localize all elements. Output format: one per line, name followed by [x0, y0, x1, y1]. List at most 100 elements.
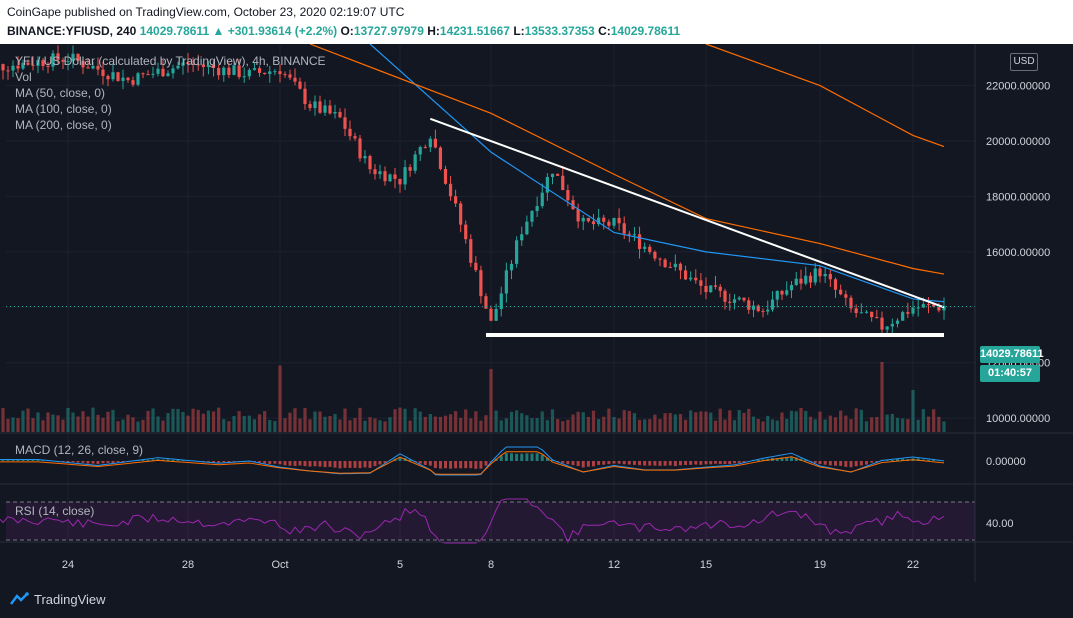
- volume-bar: [46, 412, 50, 432]
- legend-vol[interactable]: Vol: [15, 70, 32, 84]
- volume-bar: [747, 408, 751, 432]
- candle: [41, 60, 45, 66]
- volume-bar: [839, 410, 843, 432]
- macd-histogram-bar: [76, 461, 80, 463]
- volume-bar: [313, 411, 317, 432]
- symbol: BINANCE:YFIUSD, 240: [7, 24, 137, 38]
- price-tick-label: 20000.00000: [986, 136, 1050, 148]
- candle: [643, 246, 647, 249]
- candle: [283, 74, 287, 76]
- volume-bar: [151, 408, 155, 432]
- volume-bar: [718, 408, 722, 432]
- volume-bar: [864, 421, 869, 432]
- macd-histogram-bar: [368, 461, 372, 468]
- candle: [658, 258, 662, 260]
- macd-histogram-bar: [398, 456, 402, 461]
- candle: [742, 297, 746, 301]
- volume-bar: [383, 421, 387, 432]
- macd-histogram-bar: [308, 461, 312, 467]
- macd-histogram-bar: [586, 461, 590, 467]
- macd-histogram-bar: [638, 461, 642, 466]
- volume-bar: [653, 414, 657, 432]
- legend-macd[interactable]: MACD (12, 26, close, 9): [15, 443, 144, 457]
- volume-bar: [694, 412, 698, 432]
- candle: [622, 223, 626, 234]
- volume-bar: [116, 421, 120, 432]
- volume-bar: [111, 409, 115, 432]
- candle: [454, 196, 458, 204]
- chart-canvas[interactable]: 22000.00000 20000.00000 18000.00000 16000.0…: [0, 44, 1073, 582]
- macd-histogram-bar: [684, 461, 688, 465]
- macd-histogram-bar: [658, 461, 662, 466]
- candle: [242, 76, 246, 78]
- candle: [849, 297, 853, 309]
- candle: [828, 273, 832, 280]
- candle: [789, 284, 794, 291]
- volume-bar: [6, 418, 10, 432]
- published-line: CoinGape published on TradingView.com, O…: [7, 5, 405, 19]
- time-tick-label: 15: [700, 559, 712, 571]
- countdown-tag: 01:40:57: [980, 365, 1040, 382]
- volume-bar: [648, 419, 652, 432]
- candle: [911, 307, 915, 314]
- macd-histogram-bar: [373, 461, 377, 467]
- macd-histogram-bar: [288, 461, 292, 466]
- volume-bar: [363, 420, 367, 432]
- candle: [318, 101, 322, 113]
- volume-bar: [499, 420, 503, 432]
- legend-ma100[interactable]: MA (100, close, 0): [15, 102, 112, 116]
- macd-histogram-bar: [790, 456, 793, 461]
- volume-bar: [428, 414, 432, 432]
- volume-bar: [704, 411, 708, 432]
- macd-histogram-bar: [96, 461, 100, 465]
- volume-bar: [26, 408, 30, 432]
- macd-histogram-bar: [338, 461, 342, 469]
- volume-bar: [535, 418, 539, 432]
- macd-histogram-bar: [566, 461, 570, 465]
- macd-histogram-bar: [617, 461, 621, 464]
- macd-histogram-bar: [438, 461, 442, 469]
- volume-bar: [799, 407, 803, 432]
- legend-rsi[interactable]: RSI (14, close): [15, 504, 95, 518]
- legend-ma50[interactable]: MA (50, close, 0): [15, 86, 106, 100]
- candle: [823, 273, 827, 277]
- macd-histogram-bar: [663, 461, 667, 466]
- volume-bar: [86, 416, 90, 432]
- macd-histogram-bar: [785, 456, 789, 461]
- volume-bar: [176, 408, 180, 432]
- volume-bar: [293, 408, 297, 432]
- volume-bar: [823, 419, 827, 432]
- macd-histogram-bar: [916, 458, 920, 461]
- volume-bar: [378, 420, 382, 432]
- macd-histogram-bar: [106, 461, 110, 463]
- candle: [653, 251, 657, 259]
- time-tick-label: 19: [814, 559, 826, 571]
- volume-bar: [278, 365, 282, 432]
- volume-bar: [683, 419, 688, 432]
- currency-badge[interactable]: USD: [1010, 53, 1038, 71]
- candle: [418, 147, 422, 155]
- volume-bar: [520, 413, 524, 432]
- candle: [607, 221, 611, 226]
- candle: [121, 77, 125, 81]
- macd-histogram-bar: [171, 459, 175, 461]
- volume-bar: [338, 419, 342, 432]
- volume-bar: [433, 416, 437, 432]
- volume-bar: [373, 418, 377, 432]
- macd-histogram-bar: [794, 457, 798, 461]
- candle: [785, 290, 789, 295]
- macd-histogram-bar: [709, 461, 713, 465]
- candle: [201, 64, 205, 67]
- macd-histogram-bar: [828, 461, 832, 466]
- legend-ma200[interactable]: MA (200, close, 0): [15, 118, 112, 132]
- volume-bar: [591, 410, 596, 432]
- candle: [308, 104, 312, 109]
- candle: [704, 285, 708, 293]
- macd-histogram-bar: [464, 461, 468, 469]
- legend-title[interactable]: YFI / US Dollar (calculated by TradingVi…: [15, 54, 326, 68]
- candle: [106, 75, 110, 80]
- macd-histogram-bar: [648, 461, 652, 466]
- candle: [111, 72, 115, 80]
- high-label: H:: [427, 24, 440, 38]
- volume-bar: [479, 420, 483, 432]
